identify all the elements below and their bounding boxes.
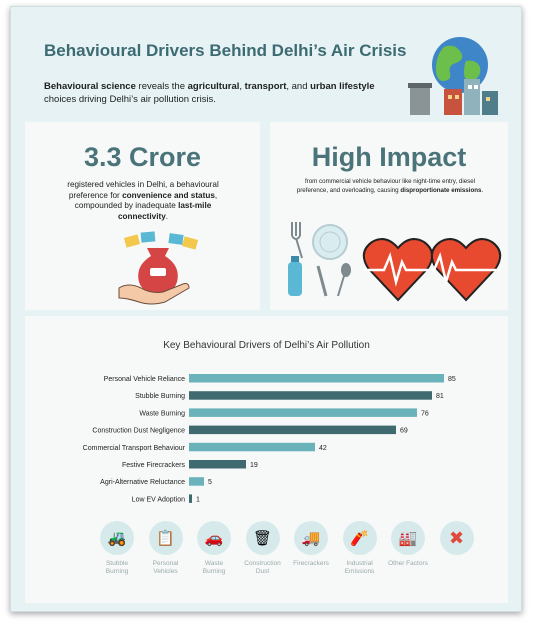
notepad-icon: 📋	[148, 521, 183, 555]
driver-icon-item: 🧨 Industrial Emissions	[340, 521, 380, 576]
vehicles-stat-description: registered vehicles in Delhi, a behaviou…	[67, 180, 219, 222]
page-subtitle: Behavioural science reveals the agricult…	[44, 80, 399, 106]
vehicles-desc-3: .	[165, 211, 169, 221]
driver-icon-label: Construction Dust	[244, 560, 281, 575]
commercial-impact-headline: High Impact	[311, 142, 467, 172]
subtitle-text-2: ,	[239, 81, 245, 92]
value-label: 85	[448, 376, 456, 383]
driver-icon-row: 🚜 Stubble Burning 📋 Personal Vehicles 🚗 Waste…	[97, 521, 487, 581]
value-label: 69	[400, 428, 408, 435]
subtitle-text-3: , and	[286, 81, 311, 92]
plate-icon	[312, 224, 348, 260]
value-label: 5	[208, 479, 212, 486]
category-label: Waste Burning	[139, 410, 185, 417]
horizontal-bar-chart: Personal Vehicle Reliance 85 Stubble Burni…	[83, 374, 456, 503]
value-label: 76	[421, 410, 429, 417]
driver-icon-label: Other Factors	[388, 560, 428, 567]
subtitle-bold-urban: urban lifestyle	[310, 81, 375, 92]
trash-can-icon: 🗑	[245, 521, 280, 555]
subtitle-bold-behavioural: Behavioural science	[44, 81, 136, 92]
subtitle-bold-agricultural: agricultural	[187, 81, 240, 92]
vehicles-desc-bold-2: last-mile connectivity	[117, 201, 212, 221]
chart-panel: Key Behavioural Drivers of Delhi’s Air P…	[25, 316, 508, 603]
value-label: 81	[436, 393, 444, 400]
car-icon: 🚗	[197, 521, 231, 555]
value-label: 19	[250, 462, 258, 469]
chart-title: Key Behavioural Drivers of Delhi’s Air P…	[163, 340, 370, 351]
truck-icon: 🚚	[294, 521, 328, 555]
fork-icon	[291, 222, 303, 259]
commercial-impact-description: from commercial vehicle behaviour like n…	[290, 178, 490, 195]
commercial-impact-panel: High Impact from commercial vehicle beha…	[270, 122, 508, 310]
trash-can-icon	[410, 87, 430, 115]
driver-icon-label: Personal Vehicles	[152, 560, 179, 575]
vehicles-stat-headline: 3.3 Crore	[83, 142, 202, 172]
driver-icon-item: ✖	[437, 521, 477, 560]
bar	[189, 460, 246, 469]
vehicles-desc-2: , compounded by inadequate	[74, 190, 218, 211]
category-label: Stubble Burning	[135, 393, 185, 400]
category-label: Low EV Adoption	[132, 496, 185, 503]
page-title: Behavioural Drivers Behind Delhi’s Air C…	[44, 41, 407, 60]
driver-icon-label: Firecrackers	[293, 560, 329, 567]
spoon-icon	[341, 263, 351, 277]
lifestyle-illustration	[288, 222, 351, 297]
driver-icon-item: 🗑 Construction Dust	[243, 521, 283, 576]
driver-icon-label: Stubble Burning	[105, 560, 129, 575]
driver-icon-label: Industrial Emissions	[344, 560, 375, 575]
subtitle-text-1: reveals the	[135, 81, 188, 92]
firecracker-icon: 🧨	[342, 521, 377, 555]
value-label: 1	[196, 496, 200, 503]
category-label: Commercial Transport Behaviour	[83, 445, 186, 452]
driver-icon-item: 📋 Personal Vehicles	[146, 521, 186, 576]
knife-icon	[316, 265, 328, 297]
vehicles-desc-bold-1: convenience and status	[122, 190, 215, 200]
driver-icon-label: Waste Burning	[202, 560, 226, 575]
heart-icon	[362, 238, 434, 302]
value-label: 42	[319, 445, 327, 452]
driver-icon-item: 🚗 Waste Burning	[194, 521, 234, 576]
category-label: Festive Firecrackers	[122, 462, 186, 469]
hand-holding-money-bag-illustration	[118, 231, 199, 305]
commercial-desc-2: .	[481, 186, 484, 194]
bar	[189, 477, 204, 486]
header: Behavioural Drivers Behind Delhi’s Air C…	[11, 7, 521, 119]
heartbeat-hearts-illustration	[362, 238, 502, 302]
commercial-desc-1: from commercial vehicle behaviour like n…	[296, 178, 476, 194]
bar	[189, 408, 417, 417]
subtitle-bold-transport: transport	[244, 81, 287, 92]
water-bottle-icon	[288, 262, 302, 296]
vehicles-desc-1: registered vehicles in Delhi, a behaviou…	[67, 180, 219, 200]
factory-icon: 🏭	[391, 521, 425, 555]
driver-icon-item: 🚜 Stubble Burning	[97, 521, 137, 576]
bar	[189, 391, 432, 400]
infographic-frame: Behavioural Drivers Behind Delhi’s Air C…	[10, 6, 522, 612]
subtitle-text-4: choices driving Delhi’s air pollution cr…	[44, 94, 216, 105]
bar	[189, 494, 192, 503]
commercial-desc-bold: disproportionate emissions	[400, 186, 482, 194]
building-icon	[444, 89, 462, 115]
close-x-icon: ✖	[439, 521, 474, 555]
driver-icon-item: 🏭 Other Factors	[388, 521, 428, 568]
earth-city-illustration	[408, 37, 498, 115]
bar	[189, 442, 315, 452]
category-label: Construction Dust Negligence	[92, 428, 185, 435]
bar	[189, 425, 396, 435]
bar	[189, 374, 444, 383]
category-label: Agri-Alternative Reluctance	[100, 479, 185, 486]
category-label: Personal Vehicle Reliance	[104, 376, 185, 383]
tractor-icon: 🚜	[100, 521, 134, 555]
driver-icon-item: 🚚 Firecrackers	[291, 521, 331, 568]
vehicles-stat-panel: 3.3 Crore registered vehicles in Delhi, …	[25, 122, 260, 310]
